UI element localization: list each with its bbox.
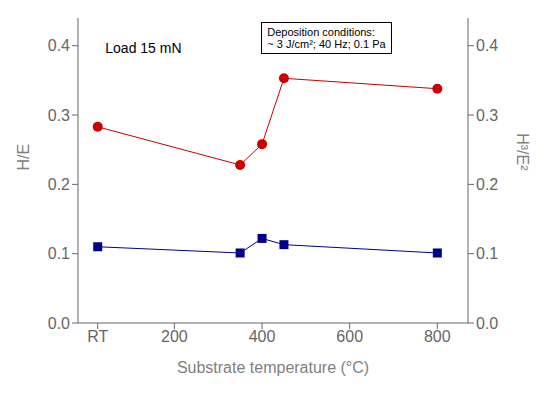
svg-text:600: 600 xyxy=(336,328,363,345)
svg-text:0.3: 0.3 xyxy=(476,107,498,124)
svg-text:400: 400 xyxy=(249,328,276,345)
svg-text:Substrate temperature (°C): Substrate temperature (°C) xyxy=(177,359,369,376)
svg-text:0.4: 0.4 xyxy=(48,37,70,54)
svg-text:0.2: 0.2 xyxy=(48,176,70,193)
html-text:Deposition conditions:: Deposition conditions: xyxy=(267,26,375,38)
svg-text:0.0: 0.0 xyxy=(476,315,498,332)
svg-text:0.0: 0.0 xyxy=(48,315,70,332)
svg-text:800: 800 xyxy=(424,328,451,345)
svg-text:200: 200 xyxy=(161,328,188,345)
svg-text:0.1: 0.1 xyxy=(476,245,498,262)
svg-text:H³/E²: H³/E² xyxy=(514,133,531,171)
svg-text:0.2: 0.2 xyxy=(476,176,498,193)
svg-text:RT: RT xyxy=(87,328,108,345)
svg-text:H/E: H/E xyxy=(15,144,32,171)
html-text:~ 3 J/cm²; 40 Hz; 0.1 Pa: ~ 3 J/cm²; 40 Hz; 0.1 Pa xyxy=(267,38,386,50)
html-text:Load 15 mN: Load 15 mN xyxy=(105,40,182,56)
svg-text:0.3: 0.3 xyxy=(48,107,70,124)
svg-text:0.4: 0.4 xyxy=(476,37,498,54)
svg-text:0.1: 0.1 xyxy=(48,245,70,262)
